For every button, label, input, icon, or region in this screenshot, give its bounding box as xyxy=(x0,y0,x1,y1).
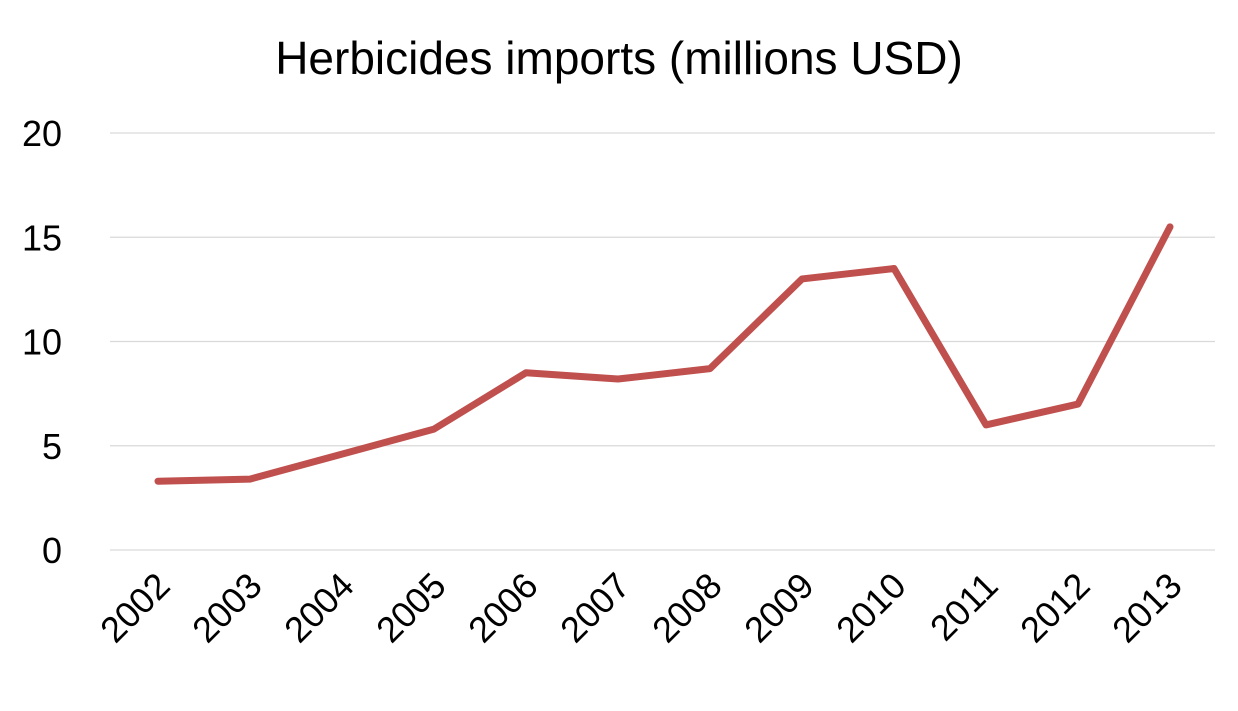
x-tick-label: 2007 xyxy=(552,565,638,651)
x-tick-label: 2002 xyxy=(92,565,178,651)
y-tick-label: 20 xyxy=(22,113,62,154)
x-tick-label: 2010 xyxy=(828,565,914,651)
y-axis-ticks: 0 5 10 15 20 xyxy=(22,113,62,571)
series-group xyxy=(154,223,1174,485)
y-tick-label: 5 xyxy=(42,426,62,467)
y-tick-label: 15 xyxy=(22,217,62,258)
x-tick-label: 2012 xyxy=(1012,565,1098,651)
x-tick-label: 2009 xyxy=(736,565,822,651)
chart-title: Herbicides imports (millions USD) xyxy=(275,32,963,84)
y-tick-label: 10 xyxy=(22,322,62,363)
gridlines xyxy=(110,132,1215,551)
x-axis-ticks: 2002 2003 2004 2005 2006 2007 2008 2009 2010 2011… xyxy=(92,565,1190,651)
x-tick-label: 2011 xyxy=(922,565,1006,649)
x-tick-label: 2006 xyxy=(460,565,546,651)
x-tick-label: 2004 xyxy=(276,565,362,651)
x-tick-label: 2013 xyxy=(1104,565,1190,651)
x-tick-label: 2005 xyxy=(368,565,454,651)
x-tick-label: 2008 xyxy=(644,565,730,651)
x-tick-label: 2003 xyxy=(184,565,270,651)
y-tick-label: 0 xyxy=(42,530,62,571)
series-line xyxy=(154,223,1174,485)
